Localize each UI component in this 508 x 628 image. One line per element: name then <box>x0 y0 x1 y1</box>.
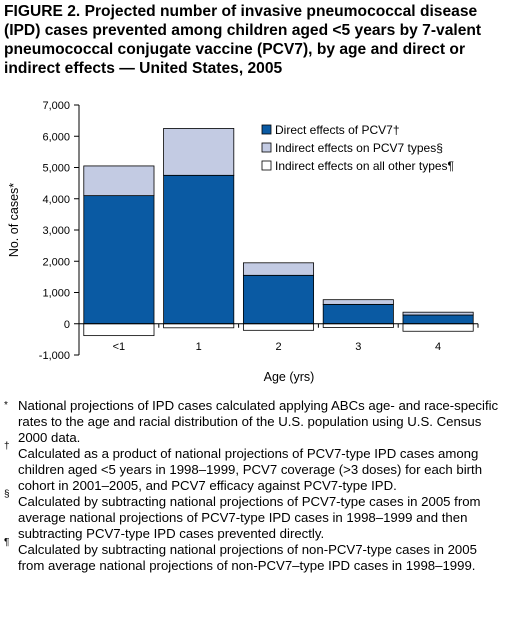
x-tick-label: 4 <box>435 341 441 353</box>
footnote: * National projections of IPD cases calcu… <box>2 398 502 446</box>
footnote-text: Calculated by subtracting national proje… <box>18 542 477 573</box>
figure-title: FIGURE 2. Projected number of invasive p… <box>4 3 482 77</box>
footnote-text: Calculated as a product of national proj… <box>18 446 483 493</box>
y-axis: -1,000 0 1,000 2,000 3,000 4,000 5,000 6,000 7,0… <box>39 100 80 362</box>
footnote-mark: ¶ <box>4 537 10 548</box>
stacked-bar-chart: -1,000 0 1,000 2,000 3,000 4,000 5,000 6,000 7,0… <box>7 100 479 384</box>
bar-segment-indirect-other <box>163 323 235 329</box>
y-tick-label: -1,000 <box>39 350 70 362</box>
footnote: † Calculated as a product of national pro… <box>2 441 502 494</box>
legend-label: Indirect effects on all other types¶ <box>275 159 454 173</box>
footnote-mark: § <box>4 489 10 500</box>
bar-segment-direct <box>163 174 235 325</box>
legend-swatch <box>261 160 272 171</box>
y-tick-label: 0 <box>64 319 70 331</box>
y-tick-label: 2,000 <box>42 256 70 268</box>
y-tick-label: 6,000 <box>42 131 70 143</box>
footnote-text: National projections of IPD cases calcul… <box>18 398 499 445</box>
x-tick-label: 1 <box>196 341 202 353</box>
y-tick-label: 4,000 <box>42 194 70 206</box>
y-axis-title: No. of cases* <box>7 183 21 257</box>
bar-segment-indirect-other <box>322 323 394 328</box>
legend-label: Indirect effects on PCV7 types§ <box>275 141 443 155</box>
legend-swatch <box>261 124 272 135</box>
legend: Direct effects of PCV7† Indirect effects … <box>261 123 454 173</box>
bar-segment-indirect-other <box>242 323 315 331</box>
footnote-mark: † <box>4 441 10 452</box>
x-axis-title: Age (yrs) <box>264 370 315 384</box>
y-tick-label: 7,000 <box>42 100 70 112</box>
x-axis: <1 1 2 3 4 <box>79 323 479 353</box>
bar-segment-indirect-pcv7 <box>242 262 315 276</box>
bar-segment-indirect-other <box>83 323 155 337</box>
legend-swatch <box>261 142 272 153</box>
bars <box>83 128 474 337</box>
x-tick-label: 3 <box>355 341 361 353</box>
footnote: ¶ Calculated by subtracting national proj… <box>2 537 502 574</box>
bar-segment-direct <box>83 195 155 325</box>
footnote: § Calculated by subtracting national proj… <box>2 489 502 542</box>
footnote-text: Calculated by subtracting national proje… <box>18 494 481 541</box>
y-tick-label: 3,000 <box>42 225 70 237</box>
bar-segment-direct <box>402 314 474 325</box>
bar-segment-indirect-pcv7 <box>322 299 394 305</box>
bar-segment-indirect-pcv7 <box>402 311 474 316</box>
footnotes: * National projections of IPD cases calcu… <box>2 398 502 574</box>
bar-segment-direct <box>242 274 315 325</box>
x-tick-label: 2 <box>275 341 281 353</box>
legend-label: Direct effects of PCV7† <box>275 123 400 137</box>
bar-segment-indirect-pcv7 <box>163 128 235 176</box>
y-tick-label: 1,000 <box>42 288 70 300</box>
bar-segment-direct <box>322 303 394 325</box>
bar-segment-indirect-other <box>402 323 474 332</box>
y-tick-label: 5,000 <box>42 163 70 175</box>
footnote-mark: * <box>4 400 8 411</box>
bar-segment-indirect-pcv7 <box>83 165 155 197</box>
x-tick-label: <1 <box>113 341 126 353</box>
